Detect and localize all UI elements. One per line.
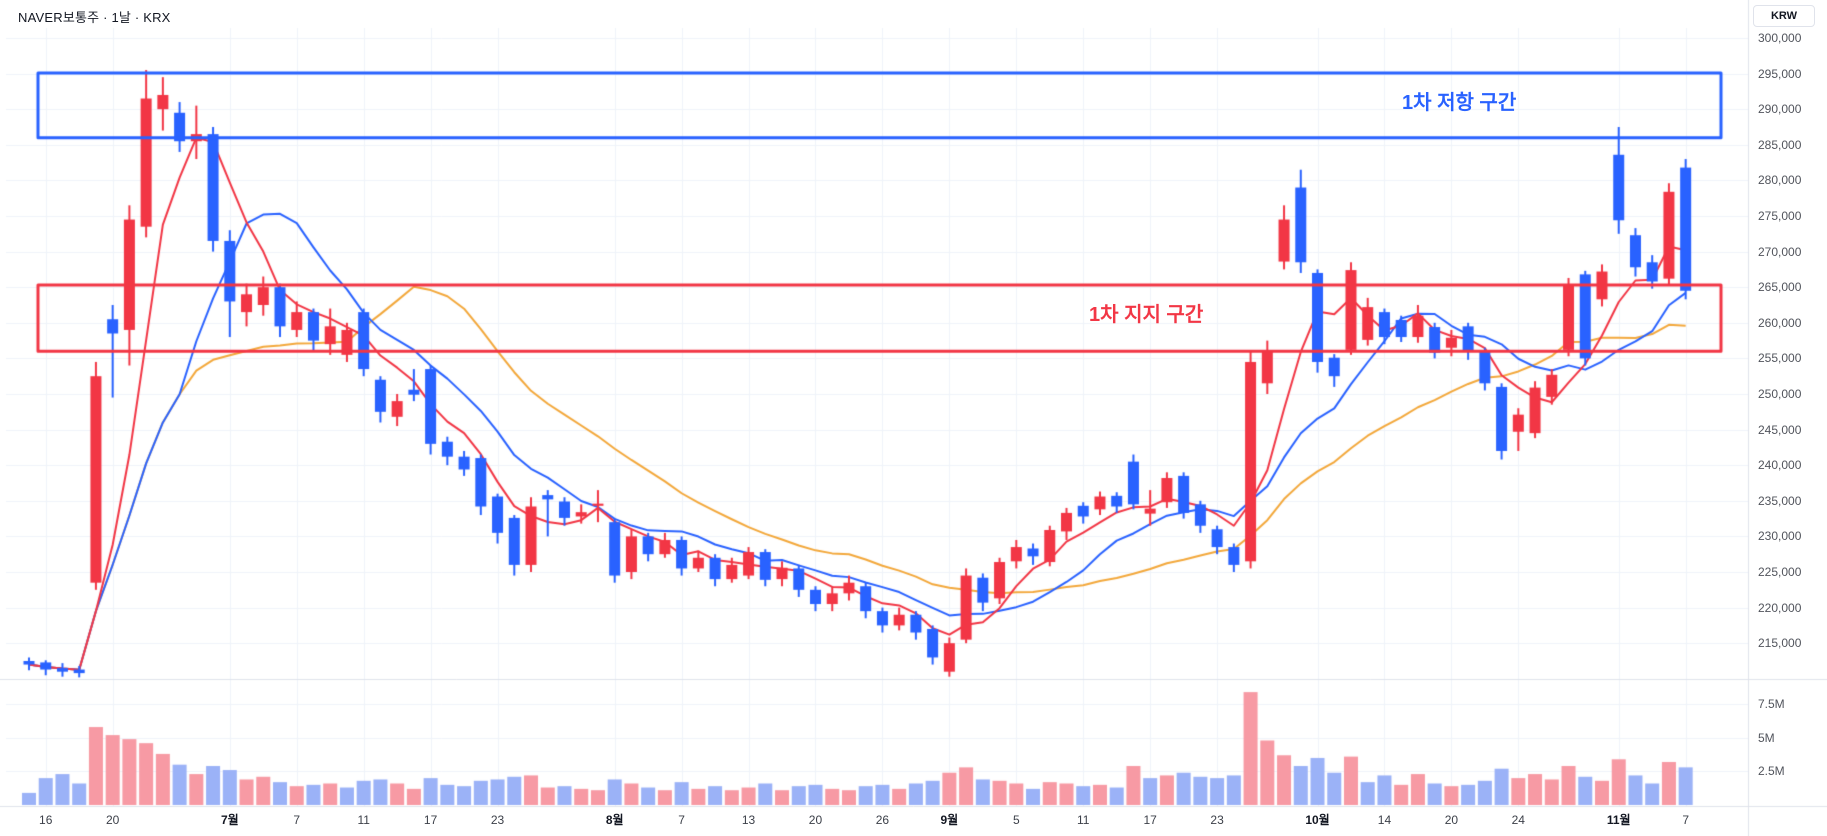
volume-tick-label: 2.5M: [1758, 764, 1785, 779]
price-tick-label: 215,000: [1758, 636, 1802, 651]
time-tick-label: 11: [1077, 813, 1090, 827]
time-tick-label: 20: [1444, 813, 1459, 827]
support-zone-label: 1차 지지 구간: [1089, 304, 1204, 326]
price-tick-label: 285,000: [1758, 137, 1802, 152]
price-tick-label: 225,000: [1758, 565, 1802, 579]
price-tick-label: 280,000: [1758, 173, 1802, 188]
price-tick-label: 275,000: [1758, 209, 1802, 223]
price-tick-label: 300,000: [1758, 31, 1802, 45]
time-tick-label: 23: [1210, 813, 1224, 827]
time-tick-label: 8월: [605, 813, 624, 827]
time-tick-label: 7: [678, 813, 685, 827]
time-tick-label: 5: [1012, 813, 1020, 827]
time-tick-label: 14: [1377, 813, 1392, 827]
chart-title: NAVER보통주 · 1날 · KRX: [18, 10, 171, 25]
time-tick-label: 7월: [220, 813, 239, 827]
time-tick-label: 11: [357, 813, 370, 827]
price-tick-label: 260,000: [1758, 315, 1802, 330]
price-tick-label: 230,000: [1758, 529, 1802, 544]
price-tick-label: 235,000: [1758, 493, 1802, 508]
price-tick-label: 265,000: [1758, 280, 1802, 295]
time-tick-label: 20: [105, 813, 120, 827]
time-tick-label: 7: [1682, 813, 1689, 827]
resistance-zone-label: 1차 저항 구간: [1402, 92, 1517, 114]
time-tick-label: 17: [1143, 813, 1157, 827]
price-tick-label: 250,000: [1758, 387, 1802, 401]
time-tick-label: 26: [875, 813, 890, 827]
price-tick-label: 255,000: [1758, 351, 1802, 366]
currency-toggle-button[interactable]: KRW: [1753, 5, 1815, 27]
time-tick-label: 7: [293, 813, 301, 827]
time-tick-label: 16: [39, 813, 53, 827]
time-tick-label: 24: [1511, 813, 1525, 827]
volume-tick-label: 5M: [1758, 730, 1775, 745]
time-tick-label: 13: [741, 813, 756, 827]
price-tick-label: 240,000: [1758, 458, 1802, 473]
price-tick-label: 295,000: [1758, 66, 1802, 81]
time-tick-label: 11월: [1606, 813, 1631, 827]
price-tick-label: 290,000: [1758, 102, 1802, 117]
time-tick-label: 17: [423, 813, 438, 827]
time-tick-label: 20: [808, 813, 823, 827]
time-tick-label: 9월: [940, 813, 959, 827]
volume-tick-label: 7.5M: [1758, 697, 1785, 712]
price-tick-label: 270,000: [1758, 244, 1802, 259]
price-tick-label: 245,000: [1758, 422, 1802, 437]
time-tick-label: 10월: [1305, 813, 1330, 827]
price-tick-label: 220,000: [1758, 600, 1802, 615]
time-tick-label: 23: [490, 813, 505, 827]
